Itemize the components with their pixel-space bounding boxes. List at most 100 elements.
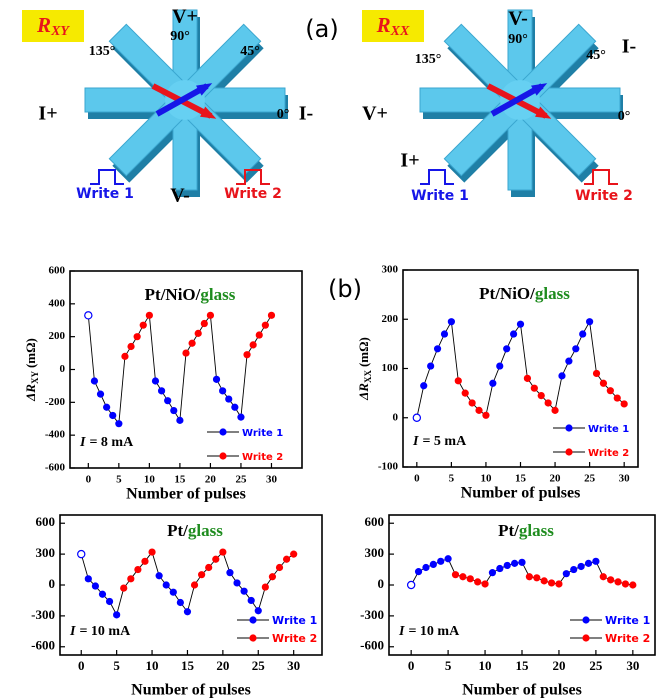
connector-line xyxy=(241,355,247,417)
y-label-main: ΔR xyxy=(23,384,38,402)
data-point xyxy=(455,377,462,384)
data-point xyxy=(593,370,600,377)
annotation: I= 5 mA xyxy=(412,434,467,449)
data-point xyxy=(437,558,444,565)
data-point xyxy=(555,580,562,587)
data-point xyxy=(121,353,128,360)
write-label: Write 2 xyxy=(224,186,282,202)
data-point xyxy=(614,578,621,585)
x-axis-label: Number of pulses xyxy=(126,486,246,503)
y-label-unit: (mΩ) xyxy=(23,338,38,368)
data-point xyxy=(207,312,214,319)
x-tick-label: 15 xyxy=(515,473,527,485)
data-point xyxy=(262,322,269,329)
data-point xyxy=(511,560,518,567)
data-point xyxy=(201,320,208,327)
x-tick-label: 30 xyxy=(619,473,631,485)
data-point xyxy=(408,581,415,588)
data-point xyxy=(607,576,614,583)
y-tick-label: 600 xyxy=(36,514,56,529)
data-point xyxy=(213,376,220,383)
data-point xyxy=(545,399,552,406)
y-tick-label: 0 xyxy=(378,576,385,591)
y-axis-label: ΔRXY (mΩ) xyxy=(23,338,40,402)
data-point xyxy=(420,382,427,389)
data-point xyxy=(219,548,226,555)
panel-label: (a) xyxy=(305,15,338,43)
data-point xyxy=(629,581,636,588)
figure: (a) (b) RXYV+90°135°45°I+0°I-V-Write 1Wr… xyxy=(0,0,670,700)
data-point xyxy=(496,362,503,369)
data-point xyxy=(109,412,116,419)
data-point xyxy=(504,562,511,569)
connector-line xyxy=(486,383,493,415)
data-point xyxy=(141,558,148,565)
terminal-label: 45° xyxy=(240,44,260,59)
data-point xyxy=(533,574,540,581)
data-point xyxy=(474,578,481,585)
x-tick-label: 0 xyxy=(78,658,85,673)
x-tick-label: 20 xyxy=(205,474,217,486)
data-point xyxy=(256,331,263,338)
data-point xyxy=(496,565,503,572)
data-point xyxy=(78,551,85,558)
terminal-label: V- xyxy=(508,8,528,30)
panel-label: (b) xyxy=(328,275,362,303)
data-point xyxy=(607,387,614,394)
data-point xyxy=(475,407,482,414)
data-point xyxy=(191,581,198,588)
terminal-label: 90° xyxy=(170,29,190,44)
x-tick-label: 15 xyxy=(181,658,195,673)
data-point xyxy=(441,330,448,337)
y-tick-label: -300 xyxy=(31,607,55,622)
data-point xyxy=(182,349,189,356)
data-point xyxy=(592,558,599,565)
data-point xyxy=(558,372,565,379)
data-point xyxy=(578,563,585,570)
connector-line xyxy=(521,324,528,378)
data-point xyxy=(551,407,558,414)
connector-line xyxy=(417,386,424,418)
terminal-label: V+ xyxy=(362,103,388,125)
x-tick-label: 5 xyxy=(449,473,455,485)
terminal-label: 45° xyxy=(586,48,606,63)
x-axis-label: Number of pulses xyxy=(131,682,251,699)
terminal-label: 0° xyxy=(618,109,631,124)
y-tick-label: 400 xyxy=(49,297,66,309)
annotation-text: = 10 mA xyxy=(408,624,460,639)
y-tick-label: -300 xyxy=(360,607,384,622)
data-point xyxy=(177,599,184,606)
y-label-sub: XY xyxy=(30,371,40,384)
x-tick-label: 5 xyxy=(116,474,122,486)
data-point xyxy=(243,351,250,358)
x-tick-label: 20 xyxy=(216,658,229,673)
data-point xyxy=(219,387,226,394)
data-point xyxy=(92,582,99,589)
data-point xyxy=(85,312,92,319)
legend-marker xyxy=(249,616,256,623)
connector-line xyxy=(258,587,265,611)
annotation: I= 8 mA xyxy=(79,435,134,450)
symbol-sub: XX xyxy=(390,24,410,39)
connector-line xyxy=(555,376,562,410)
x-tick-label: 25 xyxy=(589,658,603,673)
data-point xyxy=(430,561,437,568)
data-point xyxy=(231,404,238,411)
data-point xyxy=(262,583,269,590)
y-label-sub: XX xyxy=(363,370,373,383)
data-point xyxy=(85,575,92,582)
legend-marker xyxy=(219,428,226,435)
connector-line xyxy=(451,322,458,381)
data-point xyxy=(250,341,257,348)
legend-label: Write 2 xyxy=(242,452,283,463)
annotation: I= 10 mA xyxy=(398,624,460,639)
x-tick-label: 30 xyxy=(287,658,300,673)
data-point xyxy=(563,570,570,577)
terminal-label: 0° xyxy=(277,107,290,122)
legend-label: Write 2 xyxy=(588,448,629,459)
x-tick-label: 15 xyxy=(516,658,530,673)
data-point xyxy=(248,597,255,604)
data-point xyxy=(290,551,297,558)
y-tick-label: 300 xyxy=(365,545,385,560)
title-part: Pt/ xyxy=(167,521,188,540)
